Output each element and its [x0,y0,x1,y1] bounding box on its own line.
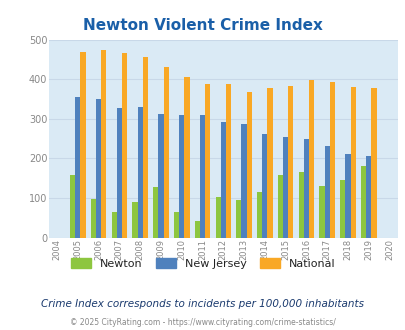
Text: © 2025 CityRating.com - https://www.cityrating.com/crime-statistics/: © 2025 CityRating.com - https://www.city… [70,318,335,327]
Bar [179,115,184,238]
Bar [225,84,230,238]
Bar [153,187,158,238]
Bar [288,86,293,238]
Bar [111,212,117,238]
Bar [173,212,179,238]
Bar [122,53,127,238]
Bar [371,87,376,238]
Bar [163,67,168,238]
Bar [267,88,272,238]
Bar [132,202,137,238]
Bar [345,154,350,238]
Bar [241,123,246,238]
Bar [282,137,288,238]
Bar [360,166,365,238]
Bar [308,80,313,238]
Bar [298,172,303,238]
Bar [365,156,371,238]
Bar [137,107,143,238]
Bar [303,139,308,238]
Bar [80,52,85,238]
Bar [339,180,345,238]
Bar [277,176,282,238]
Bar [70,176,75,238]
Bar [117,108,121,238]
Bar [158,114,163,238]
Text: Crime Index corresponds to incidents per 100,000 inhabitants: Crime Index corresponds to incidents per… [41,299,364,309]
Bar [101,50,106,238]
Bar [319,186,324,238]
Bar [215,197,220,238]
Bar [199,115,205,238]
Bar [205,84,210,238]
Bar [194,220,199,238]
Bar [256,192,262,238]
Bar [236,200,241,238]
Bar [324,146,329,238]
Bar [350,87,355,238]
Bar [143,57,147,238]
Bar [220,122,225,238]
Bar [262,134,267,238]
Bar [75,97,80,238]
Bar [246,92,251,238]
Bar [91,199,96,238]
Bar [96,99,101,238]
Bar [329,82,334,238]
Legend: Newton, New Jersey, National: Newton, New Jersey, National [66,254,339,273]
Bar [184,77,189,238]
Text: Newton Violent Crime Index: Newton Violent Crime Index [83,18,322,33]
